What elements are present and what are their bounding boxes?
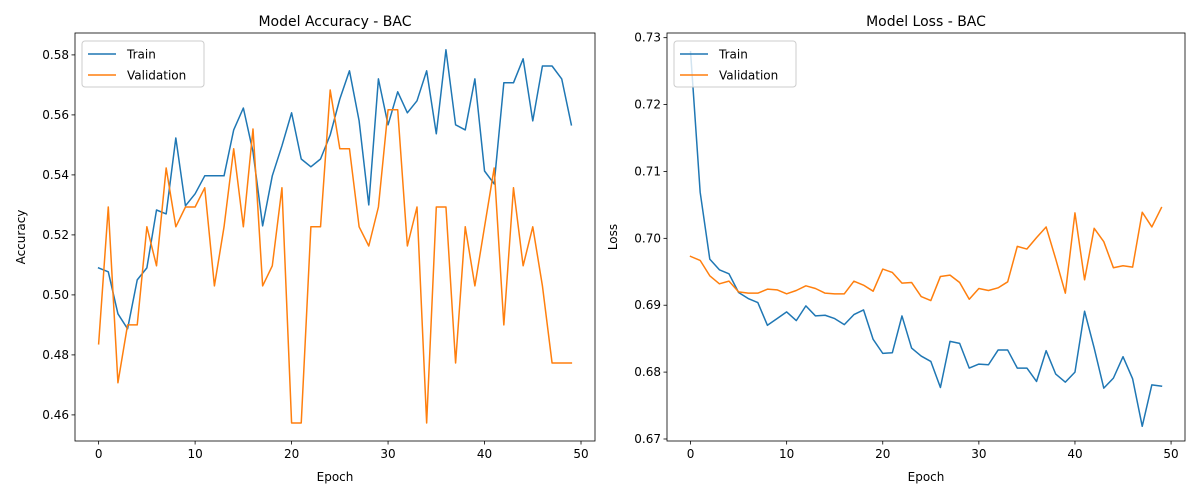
accuracy-y-tick-label: 0.48: [42, 348, 69, 362]
loss-y-tick-label: 0.71: [634, 164, 661, 178]
accuracy-axes-frame: [74, 32, 596, 442]
accuracy-y-tick-label: 0.54: [42, 168, 69, 182]
loss-x-axis-label: Epoch: [908, 470, 945, 484]
accuracy-chart-panel: Model Accuracy - BAC 0 10 20 30 40 50 0.46 0.48 0…: [14, 14, 596, 484]
loss-y-tick-label: 0.69: [634, 298, 661, 312]
loss-y-axis-label: Loss: [606, 224, 620, 250]
loss-legend-label-validation: Validation: [719, 69, 778, 83]
accuracy-x-axis-label: Epoch: [317, 470, 354, 484]
loss-y-tick-label: 0.72: [634, 98, 661, 112]
accuracy-x-tick-label: 50: [573, 447, 588, 461]
accuracy-x-tick-label: 0: [95, 447, 103, 461]
loss-x-tick-label: 50: [1163, 447, 1178, 461]
accuracy-y-tick-label: 0.52: [42, 228, 69, 242]
loss-series-train-line: [689, 50, 1163, 428]
loss-legend: Train Validation: [673, 40, 797, 88]
loss-y-tick-label: 0.73: [634, 31, 661, 45]
loss-y-tick-label: 0.70: [634, 231, 661, 245]
accuracy-y-tick-label: 0.58: [42, 48, 69, 62]
loss-y-tick-label: 0.68: [634, 365, 661, 379]
accuracy-x-tick-label: 10: [187, 447, 202, 461]
loss-x-tick-label: 10: [779, 447, 794, 461]
accuracy-y-tick-label: 0.46: [42, 408, 69, 422]
loss-legend-label-train: Train: [718, 48, 748, 62]
accuracy-legend-label-train: Train: [126, 48, 156, 62]
accuracy-y-tick-label: 0.50: [42, 288, 69, 302]
accuracy-y-tick-label: 0.56: [42, 108, 69, 122]
loss-chart-title: Model Loss - BAC: [866, 14, 986, 30]
accuracy-x-tick-label: 30: [380, 447, 395, 461]
accuracy-x-tick-label: 40: [477, 447, 492, 461]
accuracy-legend-label-validation: Validation: [127, 69, 186, 83]
accuracy-y-axis-label: Accuracy: [14, 210, 28, 265]
loss-chart-panel: Model Loss - BAC 0 10 20 30 40 50 0.67 0.68 0.69 0…: [606, 14, 1186, 484]
loss-x-tick-label: 20: [875, 447, 890, 461]
accuracy-series-validation-line: [97, 89, 573, 424]
loss-axes-frame: [666, 32, 1186, 442]
loss-x-tick-label: 0: [687, 447, 695, 461]
loss-x-tick-label: 40: [1067, 447, 1082, 461]
accuracy-x-tick-label: 20: [284, 447, 299, 461]
loss-y-tick-label: 0.67: [634, 432, 661, 446]
loss-series-validation-line: [689, 206, 1163, 302]
loss-x-tick-label: 30: [971, 447, 986, 461]
accuracy-legend: Train Validation: [81, 40, 205, 88]
accuracy-chart-title: Model Accuracy - BAC: [258, 14, 411, 30]
